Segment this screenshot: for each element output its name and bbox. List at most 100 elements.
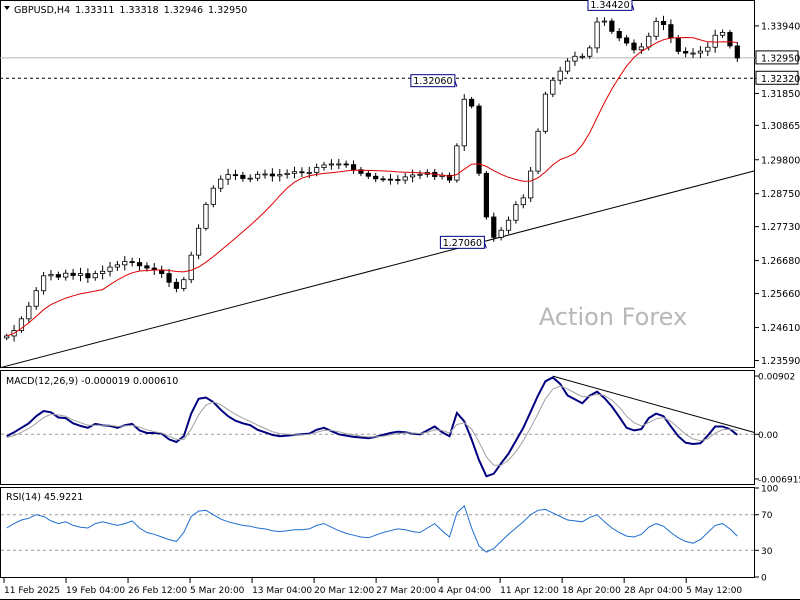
price-annotation-pointer — [454, 80, 458, 87]
candle-body — [572, 55, 578, 62]
candle-body — [535, 130, 541, 172]
candle-body — [314, 167, 320, 173]
price-marker-box — [755, 70, 799, 85]
price-tick-label: 1.29800 — [761, 155, 800, 166]
macd-panel-frame — [0, 370, 755, 485]
time-tick-label: 27 Mar 20:00 — [376, 586, 436, 596]
time-tick-label: 28 Apr 04:00 — [624, 586, 683, 596]
candle-body — [100, 270, 106, 274]
candle-body — [225, 174, 231, 180]
candle-body — [387, 178, 394, 181]
candle-body — [373, 175, 379, 180]
candle-body — [195, 227, 202, 256]
candle-body — [712, 34, 718, 48]
candle-body — [469, 98, 475, 107]
time-tick-label: 13 Mar 04:00 — [252, 586, 312, 596]
candle-body — [306, 171, 312, 174]
time-tick-label: 5 Mar 20:00 — [190, 586, 245, 596]
candle-body — [402, 176, 408, 181]
time-tick-label: 11 Apr 12:00 — [500, 586, 559, 596]
price-tick-label: 1.27730 — [761, 222, 800, 233]
candle-body — [505, 219, 512, 231]
candle-body — [70, 272, 76, 276]
candle-body — [299, 171, 305, 174]
price-tick-label: 1.24610 — [761, 323, 800, 334]
candle-body — [247, 177, 253, 180]
macd-macd-line — [6, 376, 738, 478]
time-tick-label: 20 Mar 12:00 — [314, 586, 374, 596]
candle-body — [232, 174, 239, 177]
candle-body — [660, 20, 667, 26]
macd-trendline — [552, 375, 755, 433]
rsi-tick-label: 30 — [761, 547, 773, 557]
macd-layer — [1, 375, 755, 478]
candle-body — [697, 50, 704, 54]
candle-body — [601, 20, 608, 23]
candle-body — [63, 272, 69, 278]
price-annotation-label: 1.34420 — [590, 0, 629, 11]
candle-body — [55, 274, 61, 278]
candle-body — [498, 229, 504, 238]
candle-body — [653, 20, 659, 37]
symbol-header: GBPUSD,H4 1.33311 1.33318 1.32946 1.32950 — [14, 5, 247, 16]
candle-body — [513, 204, 519, 221]
candle-body — [159, 269, 165, 274]
price-tick-label: 1.25660 — [761, 289, 800, 300]
candle-body — [92, 273, 98, 279]
macd-label: MACD(12,26,9) -0.000019 0.000610 — [6, 376, 178, 387]
rsi-tick-label: 100 — [761, 485, 778, 495]
candle-body — [328, 163, 335, 166]
axis-layer: 1.33940 1.32950 1.32320 1.31850 1.30865 1.298… — [3, 21, 800, 596]
candle-body — [240, 174, 246, 179]
watermark: Action Forex — [539, 303, 687, 331]
rsi-layer — [1, 504, 754, 553]
candle-body — [483, 172, 489, 218]
rsi-panel-frame — [0, 487, 755, 578]
price-tick-label: 1.26680 — [761, 256, 800, 267]
candle-body — [218, 178, 224, 189]
price-annotation-label: 1.27060 — [443, 238, 482, 249]
price-layer: 1.34420 1.32060 1.27060 — [0, 0, 756, 369]
price-tick-label: 1.33940 — [761, 21, 800, 32]
candle-body — [417, 173, 423, 176]
macd-tick-label: 0.00902 — [758, 373, 795, 383]
time-tick-label: 18 Apr 20:00 — [562, 586, 621, 596]
candle-body — [40, 275, 47, 292]
time-tick-label: 4 Apr 04:00 — [438, 586, 491, 596]
candle-body — [461, 98, 467, 147]
price-tick-label: 1.32950 — [761, 53, 800, 64]
candle-body — [77, 273, 84, 276]
price-panel-frame — [0, 0, 755, 368]
candle-body — [616, 30, 622, 39]
triangle-down-icon[interactable] — [4, 6, 10, 10]
candle-body — [587, 47, 593, 57]
candle-body — [557, 70, 563, 81]
time-tick-label: 26 Feb 12:00 — [128, 586, 187, 596]
candle-body — [365, 172, 371, 177]
candle-body — [564, 60, 571, 72]
candle-body — [269, 173, 275, 177]
candle-body — [646, 35, 652, 48]
candle-body — [129, 261, 135, 263]
candle-body — [350, 164, 357, 171]
candle-body — [291, 171, 298, 174]
candle-body — [520, 197, 526, 206]
candle-body — [107, 266, 113, 272]
candle-body — [542, 93, 549, 132]
candle-body — [18, 318, 25, 331]
candle-body — [26, 305, 32, 320]
candle-body — [203, 203, 209, 229]
price-tick-label: 1.31850 — [761, 89, 800, 100]
time-tick-label: 19 Feb 04:00 — [66, 586, 125, 596]
price-annotation-pointer — [483, 242, 487, 249]
time-tick-label: 11 Feb 2025 — [4, 586, 60, 596]
rsi-line — [6, 504, 738, 553]
candle-body — [181, 279, 187, 289]
candle-body — [48, 274, 54, 277]
candle-body — [719, 31, 726, 36]
candle-body — [454, 145, 460, 181]
price-tick-label: 1.32320 — [761, 74, 800, 85]
price-annotation-label: 1.32060 — [413, 76, 452, 87]
candle-body — [476, 105, 482, 174]
candle-body — [727, 31, 733, 47]
